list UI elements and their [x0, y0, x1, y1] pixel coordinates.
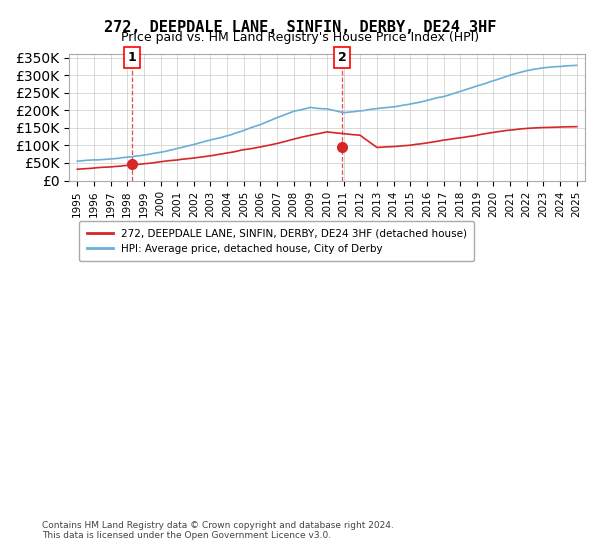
Text: Price paid vs. HM Land Registry's House Price Index (HPI): Price paid vs. HM Land Registry's House … [121, 31, 479, 44]
Text: 02-DEC-2010: 02-DEC-2010 [167, 235, 241, 245]
Text: Contains HM Land Registry data © Crown copyright and database right 2024.
This d: Contains HM Land Registry data © Crown c… [42, 521, 394, 540]
Text: 1: 1 [127, 51, 136, 64]
Text: £96,000: £96,000 [301, 235, 347, 245]
Text: 2: 2 [91, 235, 98, 245]
Text: 272, DEEPDALE LANE, SINFIN, DERBY, DE24 3HF: 272, DEEPDALE LANE, SINFIN, DERBY, DE24 … [104, 20, 496, 35]
Text: 30% ↓ HPI: 30% ↓ HPI [404, 227, 464, 237]
Text: £47,000: £47,000 [301, 227, 347, 237]
Text: 1: 1 [91, 227, 98, 237]
Legend: 272, DEEPDALE LANE, SINFIN, DERBY, DE24 3HF (detached house), HPI: Average price: 272, DEEPDALE LANE, SINFIN, DERBY, DE24 … [79, 221, 474, 261]
Text: 2: 2 [338, 51, 347, 64]
Text: 06-APR-1998: 06-APR-1998 [167, 227, 239, 237]
Text: 47% ↓ HPI: 47% ↓ HPI [404, 235, 464, 245]
